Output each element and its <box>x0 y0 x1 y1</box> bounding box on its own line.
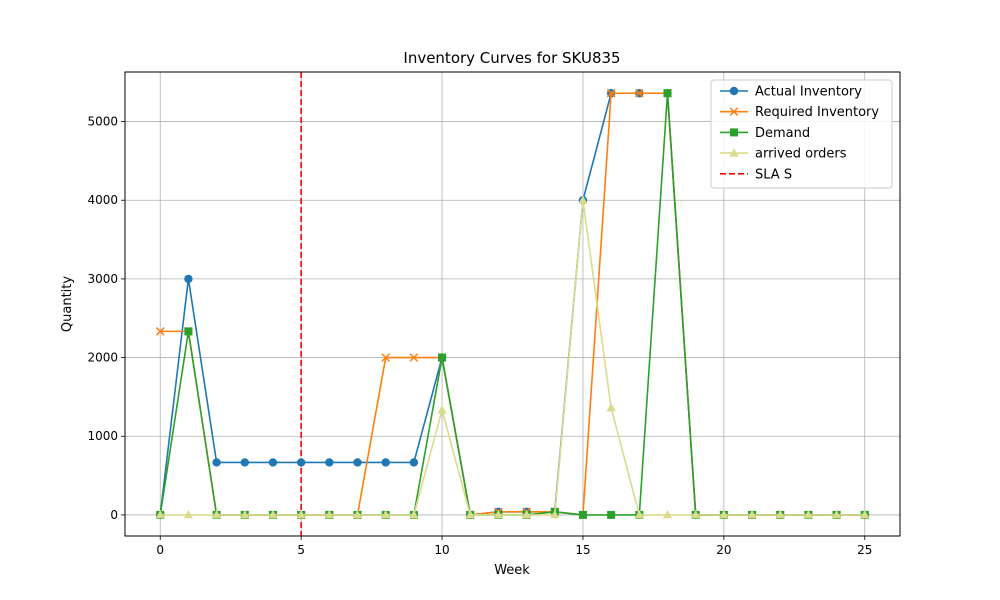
legend-box <box>710 79 893 189</box>
demand-point <box>184 327 193 336</box>
legend: Actual Inventory Required Inventory Demand… <box>710 79 893 189</box>
axis-ticks: 0 5 10 15 20 25 0 1000 2000 3000 4000 5000 <box>87 115 872 557</box>
arrived-orders-point <box>606 402 616 412</box>
arrived-orders-point <box>409 509 419 519</box>
arrived-orders-point <box>437 405 447 414</box>
demand-point <box>438 353 447 362</box>
y-axis-label: Quantity <box>60 276 75 332</box>
actual-inventory-point <box>409 458 419 467</box>
actual-inventory-point <box>240 458 249 467</box>
arrived-orders-point <box>634 509 644 519</box>
y-tick-label: 0 <box>110 508 118 522</box>
arrived-orders-point <box>550 509 560 519</box>
arrived-orders-point <box>381 509 391 519</box>
arrived-orders-point <box>268 509 278 519</box>
arrived-orders-point <box>662 509 673 519</box>
x-tick-label: 0 <box>156 543 164 557</box>
legend-marker <box>730 128 738 137</box>
required-inventory-point <box>381 353 391 362</box>
chart-title: Inventory Curves for SKU835 <box>403 49 620 67</box>
legend-item-arrived-orders: arrived orders <box>720 147 847 162</box>
y-tick-label: 5000 <box>87 115 118 129</box>
arrived-orders-point <box>240 509 250 519</box>
x-tick-label: 5 <box>297 543 305 557</box>
legend-label: Required Inventory <box>755 105 879 120</box>
required-inventory-point <box>606 88 616 98</box>
legend-label: Actual Inventory <box>755 85 862 100</box>
legend-item-demand: Demand <box>720 126 810 141</box>
legend-marker <box>729 148 739 157</box>
legend-item-sla-s: SLA S <box>720 167 792 182</box>
actual-inventory-point <box>353 458 362 467</box>
x-tick-label: 15 <box>575 543 590 557</box>
required-inventory-point <box>155 327 165 336</box>
arrived-orders-point <box>747 509 757 519</box>
arrived-orders-point <box>296 509 306 519</box>
legend-marker <box>729 107 739 117</box>
actual-inventory-point <box>184 274 193 284</box>
legend-label: SLA S <box>755 167 792 182</box>
actual-inventory-point <box>296 458 306 467</box>
actual-inventory-point <box>268 458 278 467</box>
arrived-orders-point <box>324 509 334 519</box>
series-layer <box>155 88 870 520</box>
arrived-orders-point <box>775 509 785 519</box>
actual-inventory-point <box>381 458 390 467</box>
y-tick-label: 1000 <box>87 429 118 443</box>
y-tick-label: 4000 <box>87 193 118 207</box>
arrived-orders-point <box>211 509 222 519</box>
arrived-orders-point <box>691 509 701 519</box>
arrived-orders-point <box>183 509 194 519</box>
arrived-orders-point <box>831 509 842 519</box>
x-tick-label: 25 <box>857 543 872 557</box>
y-tick-label: 3000 <box>87 272 118 286</box>
x-axis-label: Week <box>494 563 530 578</box>
actual-inventory-point <box>212 458 221 467</box>
arrived-orders-point <box>155 509 165 519</box>
arrived-orders-point <box>493 509 504 519</box>
actual-inventory-point <box>325 458 334 467</box>
series-arrived-orders <box>155 195 870 519</box>
arrived-orders-point <box>803 509 814 519</box>
arrived-orders-point <box>352 509 363 519</box>
y-tick-label: 2000 <box>87 351 118 365</box>
arrived-orders-point <box>465 509 475 519</box>
legend-marker <box>729 86 739 96</box>
arrived-orders-point <box>521 509 532 519</box>
demand-point <box>663 89 672 98</box>
legend-item-required-inventory: Required Inventory <box>720 105 879 120</box>
legend-label: arrived orders <box>755 147 847 162</box>
x-tick-label: 10 <box>434 543 449 557</box>
arrived-orders-point <box>578 195 588 204</box>
demand-point <box>578 510 587 519</box>
arrived-orders-line <box>160 199 865 516</box>
plot-area-frame <box>124 71 901 537</box>
legend-label: Demand <box>755 126 810 141</box>
arrived-orders-point <box>860 509 870 519</box>
legend-item-actual-inventory: Actual Inventory <box>720 85 862 100</box>
demand-point <box>607 510 616 519</box>
arrived-orders-point <box>719 509 729 519</box>
x-tick-label: 20 <box>716 543 731 557</box>
required-inventory-point <box>409 353 419 362</box>
required-inventory-point <box>634 88 644 98</box>
